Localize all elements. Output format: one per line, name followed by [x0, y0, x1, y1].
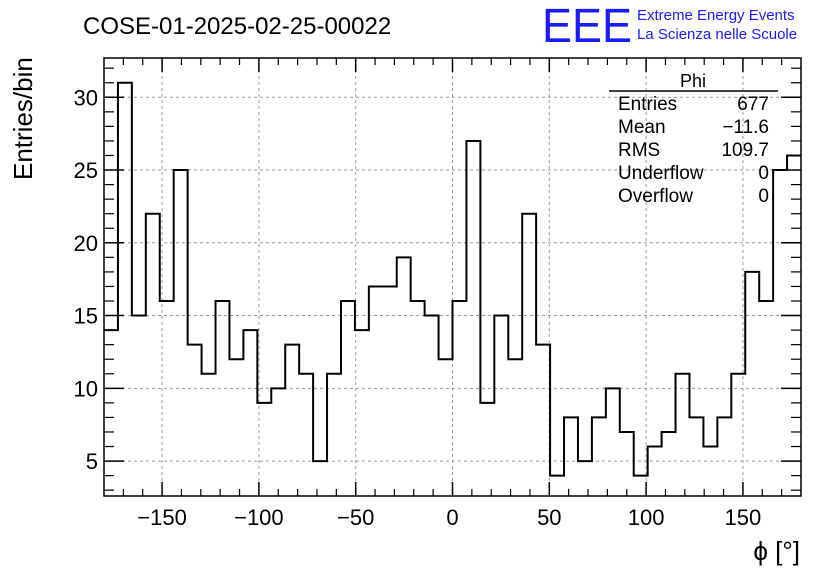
- histogram-bin: [411, 301, 425, 496]
- y-tick-label: 5: [86, 449, 98, 474]
- histogram-bin: [550, 476, 564, 496]
- histogram-bin: [466, 141, 480, 496]
- y-tick-label: 20: [74, 231, 98, 256]
- eee-logo: EEE Extreme Energy Events La Scienza nel…: [542, 0, 797, 53]
- histogram-bin: [313, 461, 327, 496]
- stats-row-value: 0: [758, 186, 769, 207]
- histogram-bin: [439, 359, 453, 496]
- histogram-bin: [745, 272, 759, 496]
- x-tick-label: −50: [337, 505, 374, 530]
- histogram-bin: [425, 316, 439, 496]
- x-tick-label: −150: [137, 505, 187, 530]
- histogram-bin: [271, 388, 285, 496]
- eee-logo-text: EEE: [542, 0, 632, 53]
- stats-row-label: RMS: [618, 140, 660, 161]
- x-tick-label: −100: [234, 505, 284, 530]
- plot-frame: [103, 57, 802, 497]
- histogram-bin: [578, 461, 592, 496]
- histogram-bin: [731, 374, 745, 496]
- histogram-bin: [689, 417, 703, 496]
- histogram-bin: [494, 316, 508, 496]
- tick-labels: −150 −100 −50 0 50 100 150 5 10 15 20 25 30: [74, 85, 762, 530]
- histogram-bin: [243, 330, 257, 496]
- histogram-bin: [383, 286, 397, 496]
- histogram-bin: [160, 301, 174, 496]
- y-tick-label: 25: [74, 158, 98, 183]
- histogram-bin: [257, 403, 271, 496]
- histogram-bin: [453, 301, 467, 496]
- x-tick-label: 0: [446, 505, 458, 530]
- histogram-bin: [397, 257, 411, 496]
- x-axis-label: ϕ [°]: [753, 536, 800, 566]
- axis-ticks: [104, 58, 801, 496]
- histogram-bin: [285, 345, 299, 496]
- histogram-bin: [522, 214, 536, 496]
- histogram-bin: [132, 316, 146, 496]
- stats-row-label: Entries: [618, 94, 677, 115]
- histogram-bin: [717, 417, 731, 496]
- stats-title: Phi: [680, 71, 706, 91]
- x-tick-label: 50: [537, 505, 561, 530]
- stats-row-value: −11.6: [722, 117, 769, 138]
- histogram-bin: [369, 286, 383, 496]
- histogram-bin: [118, 83, 132, 496]
- histogram-bin: [787, 155, 801, 496]
- histogram-bin: [341, 301, 355, 496]
- x-tick-label: 150: [725, 505, 762, 530]
- y-tick-label: 30: [74, 85, 98, 110]
- histogram-bin: [327, 374, 341, 496]
- histogram-outline: [104, 81, 801, 477]
- run-title: COSE-01-2025-02-25-00022: [83, 13, 391, 40]
- histogram-bin: [355, 330, 369, 496]
- y-tick-label: 10: [74, 376, 98, 401]
- stats-row-label: Underflow: [618, 163, 704, 184]
- org-name-line2: La Scienza nelle Scuole: [637, 26, 797, 43]
- histogram-bin: [648, 447, 662, 496]
- histogram-bin: [536, 345, 550, 496]
- histogram-bin: [773, 170, 787, 496]
- histogram-bin: [634, 476, 648, 496]
- stats-row-label: Overflow: [618, 186, 693, 207]
- histogram-bin: [676, 374, 690, 496]
- stats-box: Phi Entries 677 Mean −11.6 RMS 109.7 Underflow…: [609, 71, 778, 207]
- y-tick-label: 15: [74, 304, 98, 329]
- y-axis-label: Entries/bin: [8, 57, 38, 180]
- histogram-bin: [703, 447, 717, 496]
- histogram-bin: [229, 359, 243, 496]
- histogram-bin: [299, 374, 313, 496]
- org-name-line1: Extreme Energy Events: [637, 7, 795, 24]
- histogram-bin: [759, 301, 773, 496]
- x-tick-label: 100: [628, 505, 665, 530]
- histogram-bin: [662, 432, 676, 496]
- histogram-bin: [508, 359, 522, 496]
- stats-row-value: 677: [737, 94, 769, 115]
- stats-row-label: Mean: [618, 117, 666, 138]
- histogram-bin: [104, 330, 118, 496]
- histogram-bin: [174, 170, 188, 496]
- histogram-bin: [620, 432, 634, 496]
- histogram-bin: [480, 403, 494, 496]
- stats-row-value: 0: [758, 163, 769, 184]
- histogram-bin: [606, 388, 620, 496]
- histogram-bin: [188, 345, 202, 496]
- histogram-bin: [564, 417, 578, 496]
- histogram-bin: [146, 214, 160, 496]
- stats-row-value: 109.7: [721, 140, 769, 161]
- histogram-bin: [592, 417, 606, 496]
- histogram-bin: [202, 374, 216, 496]
- histogram-bin: [216, 301, 230, 496]
